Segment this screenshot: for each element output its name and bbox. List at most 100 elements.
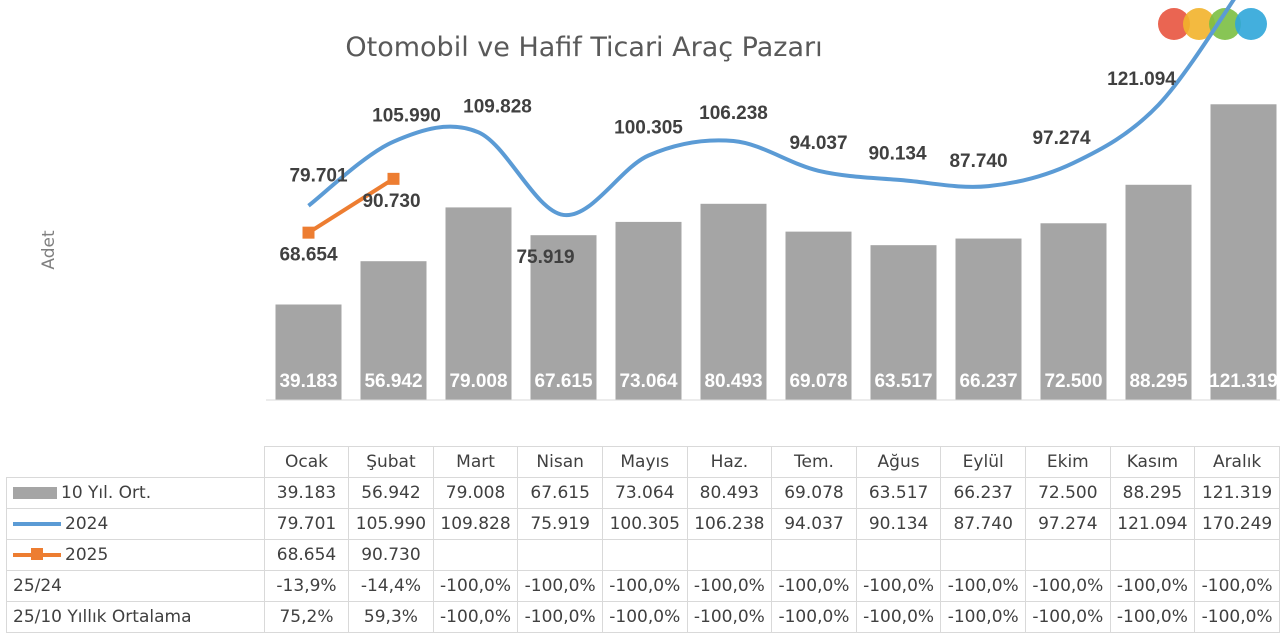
table-cell: 59,3%	[348, 601, 434, 633]
line-2024-label: 94.037	[789, 133, 847, 154]
line-2024-label: 121.094	[1107, 69, 1176, 90]
line-2024-label: 109.828	[463, 96, 532, 117]
table-cell	[940, 539, 1026, 571]
line-2025-label: 90.730	[362, 191, 420, 212]
table-corner	[6, 446, 265, 478]
bar-label: 63.517	[874, 371, 932, 392]
table-cell: -100,0%	[686, 601, 773, 633]
table-row: 25/24 -13,9% -14,4% -100,0% -100,0% -100,0% -1…	[6, 570, 1280, 602]
table-cell: 90.134	[855, 508, 942, 540]
table-cell	[1025, 539, 1111, 571]
table-cell	[517, 539, 603, 571]
table-cell: 80.493	[686, 477, 773, 509]
table-cell	[686, 539, 773, 571]
bar-label: 73.064	[619, 371, 678, 392]
table-cell: 90.730	[348, 539, 434, 571]
data-table: Ocak Şubat Mart Nisan Mayıs Haz. Tem. Ağus Eylül…	[6, 446, 1280, 633]
table-cell: 79.008	[432, 477, 519, 509]
table-cell: 105.990	[348, 508, 434, 540]
table-cell: -100,0%	[855, 570, 942, 602]
table-header-cell: Eylül	[940, 446, 1026, 478]
table-cell: -100,0%	[1194, 570, 1280, 602]
table-header-cell: Ocak	[263, 446, 350, 478]
table-cell: 67.615	[517, 477, 603, 509]
logo-circle-2	[1183, 8, 1215, 40]
table-header-cell: Aralık	[1194, 446, 1280, 478]
bar-label: 88.295	[1129, 371, 1188, 392]
table-cell	[771, 539, 857, 571]
bar-Şubat	[360, 261, 427, 400]
table-cell: -100,0%	[432, 570, 519, 602]
table-cell: 72.500	[1025, 477, 1111, 509]
line-2024-label: 97.274	[1032, 128, 1091, 149]
table-cell: -100,0%	[855, 601, 942, 633]
table-row-label-text: 10 Yıl. Ort.	[61, 483, 152, 503]
table-cell: -100,0%	[940, 601, 1026, 633]
table-cell: 56.942	[348, 477, 434, 509]
table-cell: -100,0%	[517, 601, 603, 633]
table-header-cell: Nisan	[517, 446, 603, 478]
line-2024-label: 106.238	[699, 103, 768, 124]
table-row: 10 Yıl. Ort. 39.183 56.942 79.008 67.615 73.0…	[6, 477, 1280, 509]
table-cell	[1109, 539, 1196, 571]
bar-Ocak	[275, 304, 342, 400]
table-row: 25/10 Yıllık Ortalama 75,2% 59,3% -100,0% -1…	[6, 601, 1280, 633]
line-2025-marker	[302, 226, 315, 239]
table-cell: -100,0%	[601, 570, 688, 602]
logo-circle-4	[1235, 8, 1267, 40]
bar-label: 121.319	[1209, 371, 1278, 392]
table-cell: -100,0%	[686, 570, 773, 602]
table-cell: -100,0%	[517, 570, 603, 602]
table-header-cell: Mart	[432, 446, 519, 478]
table-header-cell: Mayıs	[601, 446, 688, 478]
table-cell: -14,4%	[348, 570, 434, 602]
table-cell: 109.828	[432, 508, 519, 540]
table-header-row: Ocak Şubat Mart Nisan Mayıs Haz. Tem. Ağus Eylül…	[6, 446, 1280, 478]
bar-Aralık	[1210, 104, 1277, 400]
table-cell: 39.183	[263, 477, 350, 509]
table-cell: -100,0%	[1025, 570, 1111, 602]
table-cell: 121.094	[1109, 508, 1196, 540]
table-cell: 75.919	[517, 508, 603, 540]
legend-2024-key	[13, 522, 61, 526]
table-row-label-text: 25/10 Yıllık Ortalama	[13, 607, 192, 627]
table-row-label: 25/24	[6, 570, 265, 602]
table-header-cell: Tem.	[771, 446, 857, 478]
bar-Nisan	[530, 235, 597, 400]
table-header-cell: Ağus	[855, 446, 942, 478]
bar-label: 72.500	[1044, 371, 1102, 392]
bar-Eylül	[955, 238, 1022, 400]
legend-2025-key	[13, 548, 61, 560]
chart-title: Otomobil ve Hafif Ticari Araç Pazarı	[345, 32, 822, 63]
line-2025-label: 68.654	[279, 245, 338, 266]
table-cell: -100,0%	[601, 601, 688, 633]
bar-label: 80.493	[704, 371, 762, 392]
table-cell: 66.237	[940, 477, 1026, 509]
bar-Ekim	[1040, 223, 1107, 400]
bar-Mart	[445, 207, 512, 400]
table-header-cell: Haz.	[686, 446, 773, 478]
table-row-label-text: 2025	[65, 545, 109, 565]
bar-label: 39.183	[279, 371, 337, 392]
table-cell	[601, 539, 688, 571]
line-2024-label: 105.990	[372, 106, 441, 127]
bar-Tem.	[785, 231, 852, 400]
line-2024-label: 100.305	[614, 118, 683, 139]
logo-circle-1	[1158, 8, 1190, 40]
table-cell: -100,0%	[1025, 601, 1111, 633]
table-cell: -100,0%	[771, 601, 857, 633]
table-cell: -100,0%	[771, 570, 857, 602]
table-cell: -100,0%	[1109, 601, 1196, 633]
table-row: 2025 68.654 90.730	[6, 539, 1280, 571]
y-axis-label: Adet	[39, 230, 59, 270]
table-cell	[1194, 539, 1280, 571]
table-cell: 87.740	[940, 508, 1026, 540]
table-header-cell: Şubat	[348, 446, 434, 478]
bar-label: 69.078	[789, 371, 847, 392]
table-row-label: 2025	[6, 539, 265, 571]
table-cell: 100.305	[601, 508, 688, 540]
table-row-label-text: 25/24	[13, 576, 62, 596]
table-cell: 75,2%	[263, 601, 350, 633]
table-cell: 68.654	[263, 539, 350, 571]
